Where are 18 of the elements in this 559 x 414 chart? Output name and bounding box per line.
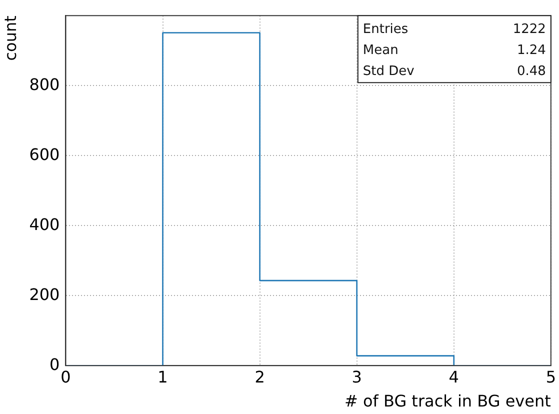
annotation: 0.48	[516, 64, 546, 79]
y-tick-label: 200	[29, 284, 60, 304]
y-axis-title: count	[0, 16, 20, 61]
x-axis-title: # of BG track in BG event	[344, 392, 551, 411]
annotation: Std Dev	[362, 64, 415, 79]
annotation: 1.24	[516, 42, 546, 58]
x-tick-label: 3	[352, 367, 362, 386]
y-tick-label: 600	[29, 144, 60, 164]
y-tick-label: 400	[29, 214, 60, 234]
x-tick-label: 1	[158, 367, 168, 386]
x-tick-label: 4	[448, 367, 459, 386]
x-tick-label: 2	[254, 367, 265, 386]
annotation: Mean	[362, 42, 398, 58]
annotation: Entries	[362, 22, 408, 37]
y-tick-label: 800	[29, 74, 60, 94]
y-tick-label: 0	[50, 354, 60, 374]
x-tick-label: 5	[546, 367, 556, 386]
annotation: 1222	[512, 22, 546, 37]
